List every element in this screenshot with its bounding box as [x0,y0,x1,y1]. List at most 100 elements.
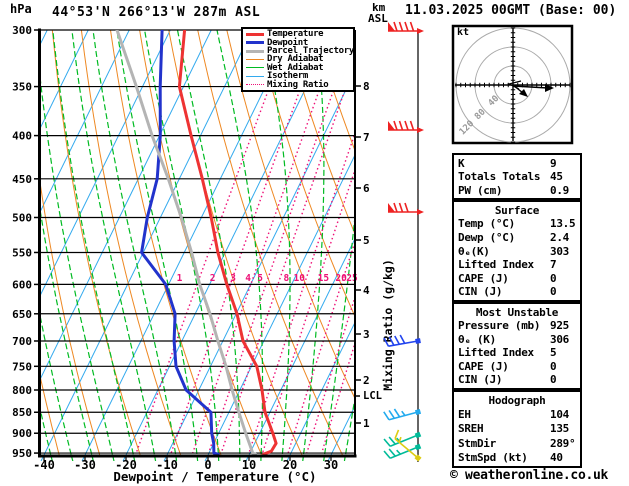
wet-adiabat-line [71,30,157,461]
panel-title: Hodograph [488,394,546,408]
panel-row-label: StmSpd (kt) [458,450,528,464]
wind-barb [388,202,424,215]
panel-row: Dewp (°C) 2.4 [458,231,576,244]
legend-row: Parcel Trajectory [246,46,354,56]
isotherm-line [163,70,355,461]
legend-swatch-mixing-ratio [246,84,264,86]
wet-adiabat-line [363,30,444,472]
sounding-profiles [115,30,278,456]
legend-label: Isotherm [267,71,308,82]
panel-row-label: Dewp (°C) [458,230,515,244]
panel-row: Totals Totals 45 [458,170,576,183]
legend-label: Dry Adiabat [267,54,324,65]
wind-barb [383,408,422,421]
pressure-tick-label: 600 [12,278,32,291]
legend-row: Dewpoint [246,37,351,48]
panel-row-label: Temp (°C) [458,217,515,231]
pressure-tick-label: 900 [12,427,32,440]
panel-row-value: 0.9 [550,183,569,197]
isotherm-line [40,30,171,297]
mixing-ratio-value-label: 20 [335,273,347,284]
panel-row-value: 0 [550,359,557,373]
panel-row-label: StmDir [458,436,496,450]
panel-row-label: K [458,156,465,170]
panel-row: Lifted Index 7 [458,258,576,271]
panel-row-label: θₑ (K) [458,332,496,346]
panel-row: Pressure (mb) 925 [458,319,576,332]
km-tick-label: 7 [363,131,370,144]
dry-adiabat-line [576,30,629,457]
stats-panel-indices: K 9 Totals Totals 45 PW (cm) 0.9 [452,153,582,200]
pressure-unit-label: hPa [10,2,32,16]
panel-row: CIN (J) 0 [458,373,576,386]
wet-adiabat-line [40,406,53,461]
lcl-marker-label: LCL [363,390,382,402]
temp-tick-label: -30 [74,458,96,472]
panel-row-label: θₑ(K) [458,244,490,258]
km-tick-label: 3 [363,328,370,341]
legend-row: Dry Adiabat [246,54,351,65]
panel-row: Lifted Index 5 [458,346,576,359]
pressure-tick-label: 850 [12,406,32,419]
wet-adiabat-line [40,312,74,461]
isotherm-line [0,30,6,461]
dry-adiabat-line [80,30,182,458]
panel-row-value: 0 [550,373,557,387]
profile-parcel-trajectory [115,30,257,456]
run-date-title: 11.03.2025 00GMT (Base: 00) [405,3,617,18]
panel-row: CIN (J) 0 [458,285,576,298]
panel-row-value: 2.4 [550,230,569,244]
panel-row-value: 7 [550,258,557,272]
panel-row: SREH 135 [458,422,576,435]
panel-row: StmDir 289° [458,437,576,450]
stats-panel-most-unstable: Most Unstable Pressure (mb) 925 θₑ (K) 306 Li… [452,302,582,390]
panel-row-label: PW (cm) [458,183,503,197]
panel-row: StmSpd (kt) 40 [458,451,576,464]
panel-row-value: 0 [550,285,557,299]
panel-row: CAPE (J) 0 [458,272,576,285]
isotherm-line [40,30,89,130]
panel-row-value: 303 [550,244,569,258]
panel-row: θₑ(K) 303 [458,245,576,258]
panel-row-label: CIN (J) [458,285,503,299]
isotherm-line [40,30,212,381]
dry-adiabat-line [110,30,223,458]
pressure-tick-label: 800 [12,384,32,397]
legend-label: Wet Adiabat [267,62,324,73]
legend-row: Temperature [246,29,351,39]
pressure-tick-label: 400 [12,130,32,143]
dry-adiabat-line [139,30,263,458]
panel-row-label: CAPE (J) [458,271,509,285]
stats-panel-surface: Surface Temp (°C) 13.5 Dewp (°C) 2.4 θₑ(K) 303… [452,200,582,302]
panel-row-label: EH [458,408,471,422]
credit-link[interactable]: © weatheronline.co.uk [450,468,609,483]
panel-row-label: CIN (J) [458,373,503,387]
panel-title: Most Unstable [475,305,559,319]
legend-row: Wet Adiabat [246,62,351,73]
isotherm-line [40,30,130,214]
panel-row-value: 104 [550,408,569,422]
wet-adiabat-line [323,210,355,461]
panel-row-value: 306 [550,332,569,346]
mixing-ratio-value-label: 25 [346,273,358,284]
temp-tick-label: -20 [115,458,137,472]
dry-adiabat-line [255,30,355,318]
panel-row: PW (cm) 0.9 [458,184,576,197]
mixing-ratio-value-label: 3 [230,273,236,284]
mixing-ratio-value-label: 4 [245,273,251,284]
legend-label: Dewpoint [267,37,308,48]
pressure-tick-label: 750 [12,360,32,373]
legend-swatch-isotherm [246,75,264,77]
mixing-ratio-line [261,167,355,454]
temp-tick-label: 30 [324,458,338,472]
temp-tick-label: 10 [242,458,256,472]
wet-adiabat-line [144,30,220,461]
pressure-gridlines: 300 350 400 450 500 550 600 650 700 750 800 850 900 9… [12,24,355,460]
legend-swatch-wet-adiabat [246,67,264,69]
panel-row-label: Totals Totals [458,170,541,183]
mixing-ratio-value-label: 15 [318,273,330,284]
